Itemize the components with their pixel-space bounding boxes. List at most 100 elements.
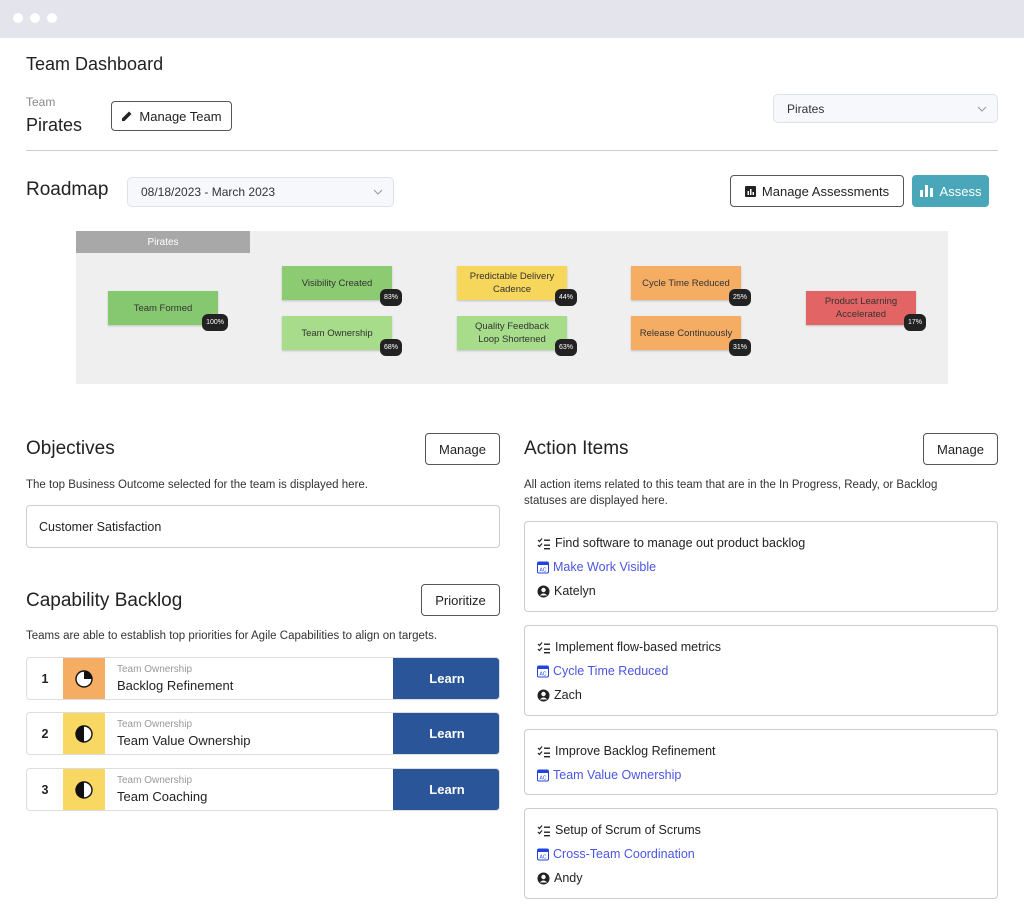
capability-icon: AC (537, 769, 549, 781)
person-icon (537, 872, 550, 884)
action-items-manage-button[interactable]: Manage (923, 433, 998, 465)
node-label: Quality Feedback Loop Shortened (475, 321, 549, 345)
capability-icon: AC (537, 665, 549, 677)
capability-icon (63, 769, 105, 810)
action-title: Implement flow-based metrics (537, 640, 721, 654)
button-label: Manage Team (139, 108, 222, 124)
date-select[interactable]: 08/18/2023 - March 2023 (127, 177, 394, 207)
action-card: Setup of Scrum of Scrums AC Cross-Team Coo… (524, 808, 998, 899)
team-select[interactable]: Pirates (773, 94, 998, 123)
node-label: Team Ownership (301, 327, 373, 339)
action-card: Improve Backlog Refinement AC Team Value O… (524, 729, 998, 795)
link-text: Cycle Time Reduced (553, 664, 669, 678)
button-label: Manage Assessments (761, 183, 890, 199)
learn-button[interactable]: Learn (393, 713, 499, 754)
progress-pie (75, 669, 93, 688)
title-text: Find software to manage out product back… (555, 536, 806, 550)
node-label: Visibility Created (301, 277, 373, 289)
browser-bar (0, 0, 1024, 38)
capability-category: Team Ownership (117, 775, 193, 786)
checklist-icon (537, 641, 550, 653)
progress-badge: 83% (379, 289, 402, 306)
capability-icon: AC (537, 561, 549, 573)
capability-name: Team Value Ownership (117, 733, 251, 748)
prioritize-button[interactable]: Prioritize (421, 584, 500, 616)
owner: Zach (537, 688, 582, 702)
roadmap-node[interactable]: Product Learning Accelerated 17% (806, 291, 926, 331)
roadmap-node[interactable]: Visibility Created 83% (282, 266, 402, 306)
node-label: Product Learning Accelerated (824, 296, 898, 320)
owner-name: Zach (554, 688, 582, 702)
action-title: Improve Backlog Refinement (537, 744, 716, 758)
roadmap-node[interactable]: Team Ownership 68% (282, 316, 402, 356)
progress-pie (75, 780, 93, 799)
title-text: Implement flow-based metrics (555, 640, 722, 654)
chevron (977, 106, 987, 112)
node-label: Release Continuously (639, 327, 733, 339)
owner: Katelyn (537, 584, 596, 598)
rank: 1 (41, 671, 49, 686)
outcome-box: Customer Satisfaction (26, 505, 500, 548)
owner: Andy (537, 871, 583, 885)
roadmap-node[interactable]: Predictable Delivery Cadence 44% (457, 266, 577, 306)
node-label: Team Formed (133, 302, 193, 314)
progress-pie (75, 724, 93, 743)
roadmap-node[interactable]: Release Continuously 31% (631, 316, 751, 356)
manage-assessments-button[interactable]: Manage Assessments (730, 175, 904, 207)
roadmap-node[interactable]: Quality Feedback Loop Shortened 63% (457, 316, 577, 356)
capability-icon (63, 713, 105, 754)
owner-name: Katelyn (554, 584, 596, 598)
backlog-row: 2 Team Ownership Team Value Ownership Learn (26, 712, 500, 755)
capability-link[interactable]: AC Cross-Team Coordination (537, 847, 695, 861)
backlog-row: 3 Team Ownership Team Coaching Learn (26, 768, 500, 811)
roadmap-canvas: Pirates Team Formed 100% Visibility Create… (76, 231, 948, 384)
learn-button[interactable]: Learn (393, 769, 499, 810)
node-label: Cycle Time Reduced (642, 277, 730, 289)
progress-badge: 31% (728, 339, 751, 356)
action-card: Implement flow-based metrics AC Cycle Time… (524, 625, 998, 716)
progress-badge: 63% (554, 339, 577, 356)
roadmap-node[interactable]: Cycle Time Reduced 25% (631, 266, 751, 306)
capability-link[interactable]: AC Make Work Visible (537, 560, 656, 574)
link-text: Cross-Team Coordination (553, 847, 695, 861)
chart-icon (744, 185, 756, 197)
action-items-description: All action items related to this team th… (524, 479, 938, 507)
page-title: Team Dashboard (26, 54, 164, 74)
objectives-title: Objectives (26, 438, 115, 459)
backlog-row: 1 Team Ownership Backlog Refinement Learn (26, 657, 500, 700)
action-items-title: Action Items (524, 438, 629, 459)
capability-name: Team Coaching (117, 789, 208, 804)
capability-icon (63, 658, 105, 699)
learn-button[interactable]: Learn (393, 658, 499, 699)
svg-text:AC: AC (540, 567, 547, 573)
title-text: Improve Backlog Refinement (555, 744, 716, 758)
progress-badge: 25% (728, 289, 751, 306)
manage-team-button[interactable]: Manage Team (111, 101, 232, 131)
progress-badge: 100% (202, 314, 228, 331)
title-text: Setup of Scrum of Scrums (555, 823, 701, 837)
capability-link[interactable]: AC Team Value Ownership (537, 768, 681, 782)
person-icon (537, 689, 550, 701)
svg-text:AC: AC (540, 854, 547, 860)
bar-icon (919, 185, 933, 197)
lane-header: Pirates (76, 231, 250, 253)
action-title: Setup of Scrum of Scrums (537, 823, 701, 837)
team-name: Pirates (26, 115, 83, 135)
owner-name: Andy (554, 871, 583, 885)
progress-badge: 17% (903, 314, 926, 331)
capability-link[interactable]: AC Cycle Time Reduced (537, 664, 668, 678)
team-label: Team (26, 95, 56, 109)
progress-badge: 68% (379, 339, 402, 356)
node-label: Predictable Delivery Cadence (469, 271, 555, 295)
objectives-manage-button[interactable]: Manage (425, 433, 500, 465)
link-text: Make Work Visible (553, 560, 657, 574)
roadmap-node[interactable]: Team Formed 100% (108, 291, 228, 331)
rank: 2 (41, 726, 49, 741)
backlog-title: Capability Backlog (26, 590, 183, 611)
divider (26, 150, 998, 151)
assess-button[interactable]: Assess (912, 175, 989, 207)
progress-badge: 44% (554, 289, 577, 306)
capability-name: Backlog Refinement (117, 678, 234, 693)
objectives-description: The top Business Outcome selected for th… (26, 479, 368, 491)
